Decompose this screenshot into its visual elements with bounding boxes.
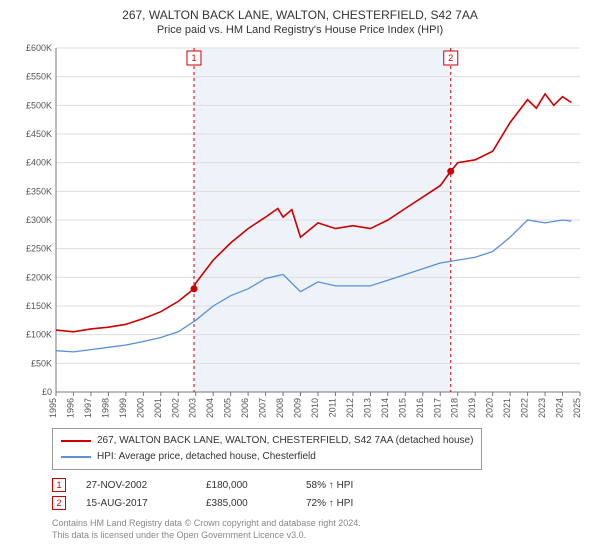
svg-text:2018: 2018 bbox=[450, 398, 460, 418]
line-chart-svg: £0 £50K £100K £150K £200K £250K £300K £350K £400… bbox=[12, 42, 588, 422]
svg-text:£0: £0 bbox=[42, 387, 52, 397]
svg-text:2: 2 bbox=[448, 53, 453, 63]
svg-text:2000: 2000 bbox=[135, 398, 145, 418]
footer-line-1: Contains HM Land Registry data © Crown c… bbox=[52, 518, 588, 530]
svg-text:2016: 2016 bbox=[415, 398, 425, 418]
chart-subtitle: Price paid vs. HM Land Registry's House … bbox=[12, 24, 588, 36]
svg-text:2021: 2021 bbox=[502, 398, 512, 418]
marker-number-box: 1 bbox=[52, 478, 66, 492]
svg-text:1996: 1996 bbox=[65, 398, 75, 418]
svg-text:1999: 1999 bbox=[118, 398, 128, 418]
svg-text:2005: 2005 bbox=[223, 398, 233, 418]
legend-swatch bbox=[61, 440, 91, 442]
svg-text:2025: 2025 bbox=[572, 398, 582, 418]
legend-label: HPI: Average price, detached house, Ches… bbox=[97, 449, 316, 465]
svg-text:£100K: £100K bbox=[26, 330, 52, 340]
svg-text:2012: 2012 bbox=[345, 398, 355, 418]
chart-title: 267, WALTON BACK LANE, WALTON, CHESTERFI… bbox=[12, 8, 588, 22]
legend-item: HPI: Average price, detached house, Ches… bbox=[61, 449, 473, 465]
marker-price: £385,000 bbox=[206, 498, 306, 509]
svg-text:2009: 2009 bbox=[293, 398, 303, 418]
marker-date: 15-AUG-2017 bbox=[86, 498, 206, 509]
svg-text:£50K: £50K bbox=[31, 358, 52, 368]
legend-item: 267, WALTON BACK LANE, WALTON, CHESTERFI… bbox=[61, 433, 473, 449]
marker-pct: 72% ↑ HPI bbox=[306, 498, 353, 509]
svg-text:2017: 2017 bbox=[432, 398, 442, 418]
marker-row: 1 27-NOV-2002£180,00058% ↑ HPI bbox=[52, 478, 588, 492]
svg-text:£600K: £600K bbox=[26, 43, 52, 53]
svg-text:£150K: £150K bbox=[26, 301, 52, 311]
svg-text:1: 1 bbox=[191, 53, 196, 63]
svg-text:1995: 1995 bbox=[48, 398, 58, 418]
marker-row: 2 15-AUG-2017£385,00072% ↑ HPI bbox=[52, 496, 588, 510]
footer-line-2: This data is licensed under the Open Gov… bbox=[52, 530, 588, 542]
svg-text:£500K: £500K bbox=[26, 100, 52, 110]
svg-text:1998: 1998 bbox=[100, 398, 110, 418]
svg-text:2022: 2022 bbox=[520, 398, 530, 418]
svg-text:2020: 2020 bbox=[485, 398, 495, 418]
svg-text:1997: 1997 bbox=[83, 398, 93, 418]
svg-text:2013: 2013 bbox=[362, 398, 372, 418]
svg-text:£350K: £350K bbox=[26, 186, 52, 196]
marker-table: 1 27-NOV-2002£180,00058% ↑ HPI 2 15-AUG-201… bbox=[52, 478, 588, 510]
marker-pct: 58% ↑ HPI bbox=[306, 480, 353, 491]
svg-text:£200K: £200K bbox=[26, 272, 52, 282]
svg-text:2019: 2019 bbox=[467, 398, 477, 418]
svg-text:2023: 2023 bbox=[537, 398, 547, 418]
marker-number-box: 2 bbox=[52, 496, 66, 510]
svg-text:2002: 2002 bbox=[170, 398, 180, 418]
marker-price: £180,000 bbox=[206, 480, 306, 491]
svg-text:2003: 2003 bbox=[188, 398, 198, 418]
svg-text:2010: 2010 bbox=[310, 398, 320, 418]
footer-attribution: Contains HM Land Registry data © Crown c… bbox=[52, 518, 588, 541]
svg-text:2007: 2007 bbox=[258, 398, 268, 418]
svg-text:£450K: £450K bbox=[26, 129, 52, 139]
svg-text:2024: 2024 bbox=[555, 398, 565, 418]
svg-text:2008: 2008 bbox=[275, 398, 285, 418]
marker-date: 27-NOV-2002 bbox=[86, 480, 206, 491]
svg-text:2004: 2004 bbox=[205, 398, 215, 418]
svg-text:2006: 2006 bbox=[240, 398, 250, 418]
svg-text:2014: 2014 bbox=[380, 398, 390, 418]
svg-text:£300K: £300K bbox=[26, 215, 52, 225]
svg-text:£250K: £250K bbox=[26, 244, 52, 254]
chart-area: £0 £50K £100K £150K £200K £250K £300K £350K £400… bbox=[12, 42, 588, 422]
svg-text:2015: 2015 bbox=[397, 398, 407, 418]
svg-text:2011: 2011 bbox=[327, 398, 337, 417]
legend: 267, WALTON BACK LANE, WALTON, CHESTERFI… bbox=[52, 428, 482, 470]
legend-label: 267, WALTON BACK LANE, WALTON, CHESTERFI… bbox=[97, 433, 473, 449]
svg-text:2001: 2001 bbox=[153, 398, 163, 418]
svg-text:£550K: £550K bbox=[26, 72, 52, 82]
svg-text:£400K: £400K bbox=[26, 158, 52, 168]
legend-swatch bbox=[61, 456, 91, 458]
